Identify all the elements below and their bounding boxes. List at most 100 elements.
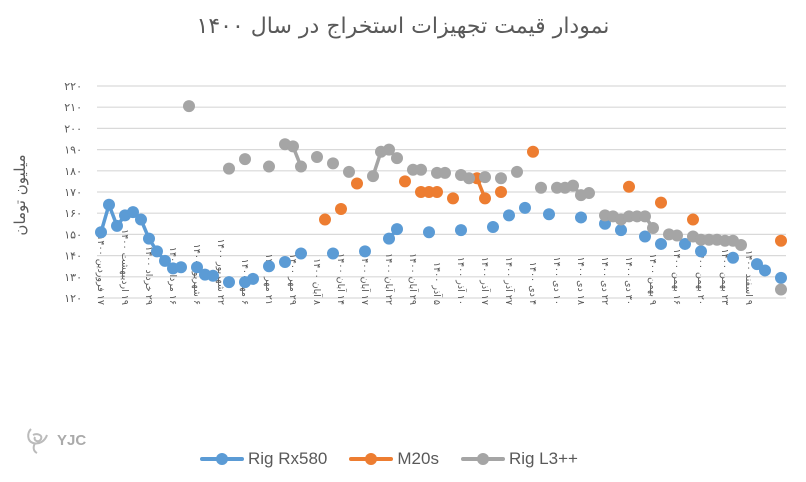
legend-item-rig-l3[interactable]: Rig L3++	[460, 449, 578, 469]
x-tick-label: ۶ شهریور ۱۴۰۰	[191, 244, 202, 305]
x-tick-label: ۲۹ خرداد ۱۴۰۰	[143, 246, 154, 305]
y-tick-label: ۲۱۰	[64, 101, 82, 114]
x-tick-label: ۲۲ آبان ۱۴۰۰	[383, 253, 396, 305]
data-point	[319, 213, 331, 226]
series-m20s	[319, 145, 787, 247]
x-tick-label: ۵ آذر ۱۴۰۰	[431, 262, 444, 305]
chart-legend: Rig Rx580 M20s Rig L3++	[200, 449, 578, 469]
x-tick-label: ۱۴ آبان ۱۴۰۰	[335, 253, 348, 305]
data-point	[175, 261, 187, 274]
data-point	[343, 165, 355, 178]
data-point	[623, 180, 635, 193]
data-point	[655, 237, 667, 250]
data-point	[431, 186, 443, 198]
data-point	[455, 224, 467, 237]
data-point	[671, 229, 683, 242]
data-point	[415, 163, 427, 176]
data-point	[111, 219, 123, 232]
data-point	[367, 170, 379, 183]
legend-marker-icon	[200, 453, 244, 465]
data-point	[655, 196, 667, 209]
y-tick-label: ۱۷۰	[64, 186, 82, 199]
data-point	[183, 100, 195, 113]
x-tick-label: ۱۶ بهمن ۱۴۰۰	[671, 249, 682, 305]
y-tick-label: ۱۵۰	[64, 228, 82, 241]
x-tick-label: ۲۷ آذر ۱۴۰۰	[503, 257, 516, 305]
x-tick-label: ۲۹ آبان ۱۴۰۰	[407, 253, 420, 305]
data-point	[383, 143, 395, 156]
data-point	[263, 260, 275, 273]
legend-item-rig-rx580[interactable]: Rig Rx580	[200, 449, 327, 469]
x-tick-label: ۹ اسفند ۱۴۰۰	[743, 250, 754, 305]
y-tick-label: ۲۰۰	[64, 122, 82, 135]
data-point	[639, 210, 651, 223]
y-tick-label: ۱۹۰	[64, 144, 82, 157]
legend-marker-icon	[460, 453, 505, 465]
data-point	[479, 171, 491, 184]
data-point	[439, 166, 451, 179]
x-tick-label: ۸ آبان ۱۴۰۰	[311, 258, 324, 305]
legend-item-m20s[interactable]: M20s	[349, 449, 439, 469]
data-point	[263, 160, 275, 173]
y-tick-label: ۱۳۰	[64, 271, 82, 284]
series-rig-l3-	[183, 100, 787, 296]
data-point	[95, 226, 107, 239]
data-point	[583, 187, 595, 200]
logo-text: YJC	[57, 431, 87, 449]
data-point	[463, 172, 475, 185]
x-tick-label: ۱۸ دی ۱۴۰۰	[575, 257, 586, 305]
data-point	[327, 247, 339, 260]
data-point	[151, 245, 163, 258]
y-tick-label: ۱۲۰	[64, 292, 82, 305]
data-point	[727, 251, 739, 264]
data-point	[359, 245, 371, 258]
data-point	[127, 206, 139, 219]
data-point	[327, 157, 339, 170]
data-point	[391, 152, 403, 165]
y-tick-label: ۱۴۰	[64, 250, 82, 263]
data-point	[615, 224, 627, 237]
x-tick-label: ۲۳ بهمن ۱۴۰۰	[719, 249, 730, 305]
data-point	[575, 211, 587, 224]
x-tick-label: ۲۹ مهر ۱۴۰۰	[287, 254, 298, 305]
data-point	[223, 162, 235, 175]
data-point	[567, 179, 579, 192]
data-point	[751, 258, 763, 271]
x-tick-label: ۹ بهمن ۱۴۰۰	[647, 254, 658, 305]
data-point	[495, 186, 507, 198]
data-point	[599, 217, 611, 230]
data-point	[535, 181, 547, 194]
legend-label: Rig Rx580	[248, 449, 328, 468]
data-point	[527, 145, 539, 158]
data-point	[287, 140, 299, 153]
data-point	[543, 208, 555, 221]
data-point	[103, 198, 115, 211]
data-point	[207, 269, 219, 282]
x-tick-label: ۴ دی ۱۴۰۰	[527, 262, 538, 305]
data-series	[95, 100, 787, 296]
data-point	[223, 276, 235, 289]
x-axis-ticks: ۱۷ فروردین ۱۴۰۰ ۱۹ اردیبهشت ۱۴۰۰ ۲۹ خرداد …	[95, 229, 754, 305]
x-tick-label: ۱۶ مرداد ۱۴۰۰	[167, 247, 178, 305]
x-tick-label: ۱۷ فروردین ۱۴۰۰	[95, 235, 106, 305]
data-point	[447, 192, 459, 205]
legend-label: M20s	[397, 449, 439, 468]
data-point	[399, 175, 411, 188]
data-point	[159, 254, 171, 267]
data-point	[775, 271, 787, 284]
data-point	[311, 151, 323, 164]
x-tick-label: ۱۰ دی ۱۴۰۰	[551, 257, 562, 305]
x-tick-label: ۱۷ آبان ۱۴۰۰	[359, 253, 372, 305]
data-point	[487, 220, 499, 233]
data-point	[423, 226, 435, 239]
yjc-logo: YJC	[25, 425, 86, 455]
data-point	[639, 230, 651, 243]
data-point	[687, 213, 699, 226]
data-point	[647, 222, 659, 235]
y-tick-label: ۱۸۰	[64, 165, 82, 178]
x-tick-label: ۲۲ شهریور ۱۴۰۰	[215, 239, 226, 305]
data-point	[503, 209, 515, 222]
x-tick-label: ۱۷ آذر ۱۴۰۰	[479, 257, 492, 305]
x-tick-label: ۲۰ بهمن ۱۴۰۰	[695, 249, 706, 305]
